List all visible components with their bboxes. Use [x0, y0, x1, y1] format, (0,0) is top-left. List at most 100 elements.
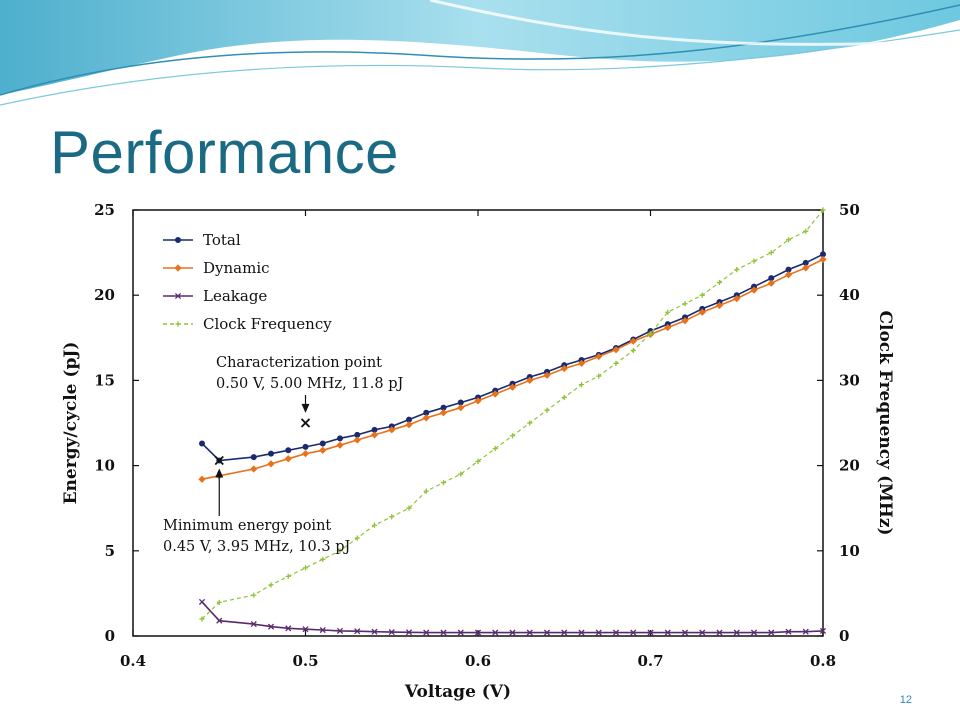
- data-point-clock-frequency: [492, 445, 498, 452]
- data-point-leakage: [492, 629, 499, 636]
- y-tick-label: 20: [94, 286, 115, 304]
- data-point-leakage: [543, 629, 551, 636]
- data-point-leakage: [716, 629, 723, 636]
- data-point-clock-frequency: [440, 480, 447, 486]
- data-point-total: [768, 275, 775, 282]
- annotation-minimum-values: 0.45 V, 3.95 MHz, 10.3 pJ: [163, 539, 350, 555]
- data-point-total: [250, 454, 257, 461]
- y2-tick-label: 20: [839, 457, 860, 475]
- data-point-clock-frequency: [561, 394, 567, 401]
- data-point-leakage: [664, 629, 671, 636]
- data-point-leakage: [578, 629, 585, 636]
- data-point-total: [440, 404, 447, 411]
- data-point-leakage: [457, 629, 464, 636]
- data-point-clock-frequency: [734, 267, 740, 273]
- data-point-leakage: [802, 628, 809, 635]
- data-point-total: [423, 409, 430, 416]
- data-point-total: [820, 251, 826, 258]
- data-point-clock-frequency: [268, 582, 274, 588]
- data-point-leakage: [474, 629, 482, 636]
- series-line-clock-frequency: [201, 209, 824, 620]
- y-axis-label: Energy/cycle (pJ): [61, 342, 81, 505]
- data-point-leakage: [750, 629, 758, 636]
- data-point-dynamic: [336, 441, 344, 449]
- y2-tick-label: 40: [839, 286, 860, 304]
- data-point-leakage: [509, 629, 516, 636]
- data-point-dynamic: [250, 465, 258, 473]
- data-point-total: [406, 416, 412, 423]
- annotation-characterization-title: Characterization point: [216, 355, 382, 371]
- data-point-total: [785, 266, 792, 273]
- data-point-total: [457, 399, 464, 406]
- y-tick-label: 5: [105, 542, 115, 560]
- data-point-leakage: [198, 598, 206, 605]
- legend-label-leakage: Leakage: [203, 287, 267, 305]
- data-point-dynamic: [353, 436, 361, 444]
- data-point-clock-frequency: [647, 330, 654, 337]
- data-point-dynamic: [405, 421, 413, 429]
- data-point-dynamic: [681, 317, 689, 325]
- y-tick-label: 25: [94, 201, 115, 219]
- data-point-leakage: [561, 629, 568, 636]
- slide-title: Performance: [50, 119, 399, 186]
- data-point-clock-frequency: [320, 556, 326, 562]
- data-point-dynamic: [439, 409, 448, 417]
- data-point-clock-frequency: [596, 373, 602, 379]
- data-point-clock-frequency: [716, 279, 723, 286]
- x-tick-label: 0.7: [637, 652, 663, 670]
- series-line-leakage: [201, 601, 824, 634]
- data-point-leakage: [285, 625, 292, 632]
- data-point-total: [319, 440, 326, 447]
- legend-marker-dynamic: [174, 264, 182, 272]
- data-point-dynamic: [370, 431, 379, 439]
- data-point-dynamic: [508, 383, 517, 391]
- data-point-leakage: [630, 629, 637, 636]
- annotation-characterization-marker: [300, 418, 311, 428]
- data-point-dynamic: [474, 397, 482, 405]
- data-point-dynamic: [595, 352, 603, 361]
- data-point-clock-frequency: [699, 292, 705, 298]
- data-point-dynamic: [543, 371, 551, 379]
- data-point-leakage: [405, 629, 413, 636]
- data-point-clock-frequency: [665, 309, 671, 315]
- y2-tick-label: 50: [839, 201, 860, 219]
- data-point-clock-frequency: [199, 616, 205, 622]
- data-point-dynamic: [526, 376, 534, 384]
- data-point-dynamic: [457, 404, 465, 412]
- data-point-dynamic: [577, 359, 586, 367]
- data-point-clock-frequency: [785, 237, 792, 243]
- data-point-leakage: [647, 629, 654, 636]
- annotation-characterization-values: 0.50 V, 5.00 MHz, 11.8 pJ: [216, 376, 403, 392]
- legend-marker-clock-frequency: [175, 321, 181, 327]
- x-tick-label: 0.8: [810, 652, 836, 670]
- data-point-dynamic: [319, 446, 327, 454]
- data-point-clock-frequency: [406, 505, 412, 511]
- y2-tick-label: 30: [839, 371, 860, 389]
- data-point-leakage: [785, 628, 792, 635]
- data-point-leakage: [526, 629, 533, 636]
- data-point-clock-frequency: [613, 360, 619, 366]
- data-point-dynamic: [733, 295, 741, 303]
- data-point-total: [371, 426, 378, 433]
- data-point-clock-frequency: [354, 535, 360, 541]
- data-point-dynamic: [301, 450, 310, 458]
- data-point-leakage: [354, 628, 361, 635]
- legend-label-total: Total: [203, 231, 241, 249]
- data-point-leakage: [267, 623, 275, 630]
- data-point-leakage: [681, 629, 689, 636]
- data-point-clock-frequency: [682, 301, 688, 307]
- data-point-leakage: [371, 628, 378, 635]
- data-point-dynamic: [664, 323, 672, 332]
- header-wave-decoration: [0, 0, 960, 106]
- data-point-dynamic: [612, 346, 620, 354]
- data-point-dynamic: [698, 308, 706, 316]
- data-point-total: [354, 431, 361, 438]
- data-point-total: [337, 435, 343, 442]
- data-point-clock-frequency: [578, 382, 585, 388]
- data-point-clock-frequency: [527, 420, 533, 426]
- annotation-minimum-arrowhead: [215, 468, 224, 478]
- data-point-leakage: [440, 629, 447, 636]
- data-point-leakage: [699, 629, 706, 636]
- data-point-clock-frequency: [337, 548, 343, 554]
